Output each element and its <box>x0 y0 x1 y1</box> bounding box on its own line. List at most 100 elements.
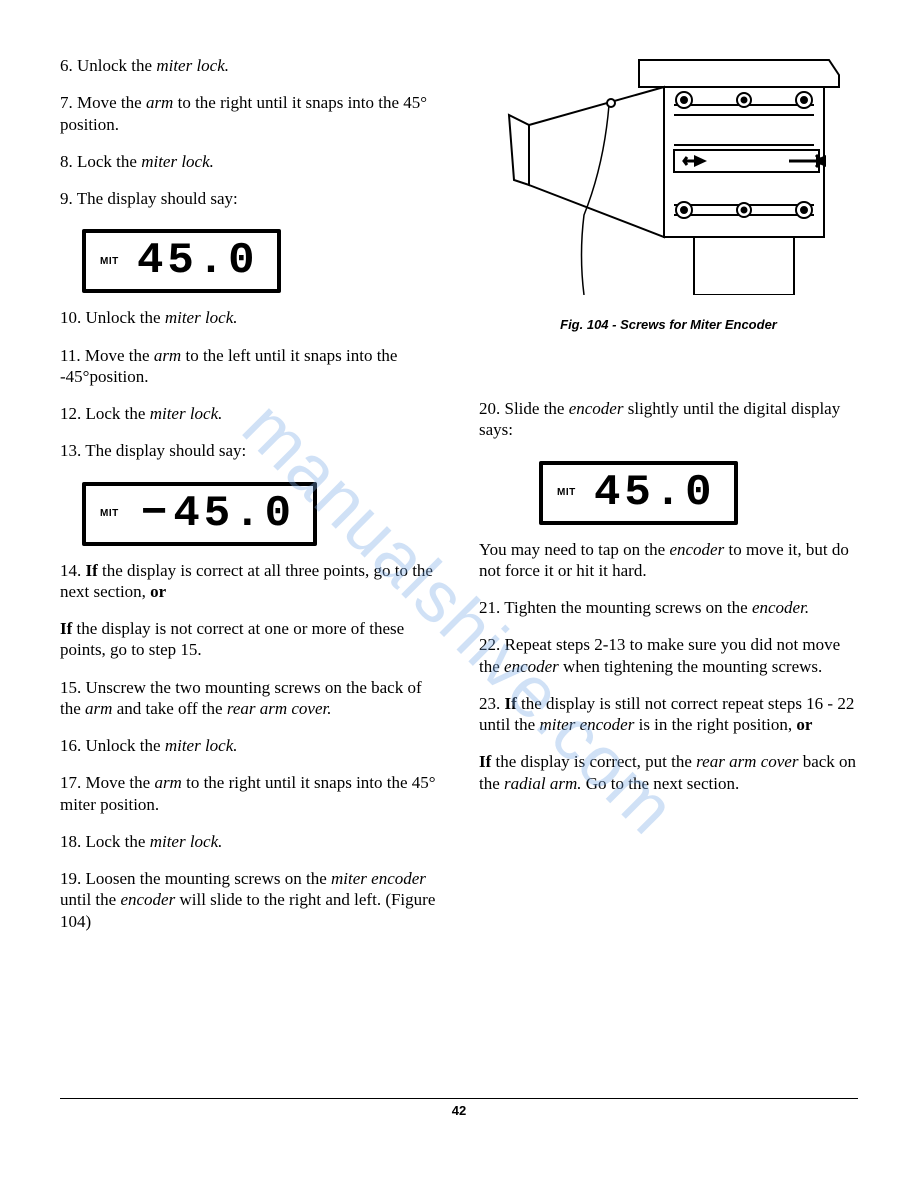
bold: If <box>505 694 517 713</box>
left-column: 6. Unlock the miter lock. 7. Move the ar… <box>60 55 439 948</box>
term: miter lock. <box>165 308 238 327</box>
step-13: 13. The display should say: <box>60 440 439 461</box>
encoder-diagram-icon <box>489 55 849 295</box>
lcd-display-1: MIT 45.0 <box>82 229 281 293</box>
term: arm <box>154 346 181 365</box>
step-number: 16. <box>60 736 86 755</box>
step-number: 9. <box>60 189 77 208</box>
step-17: 17. Move the arm to the right until it s… <box>60 772 439 815</box>
text: Move the <box>77 93 146 112</box>
text: You may need to tap on the <box>479 540 669 559</box>
step-number: 20. <box>479 399 505 418</box>
text: Slide the <box>505 399 569 418</box>
text: Lock the <box>77 152 141 171</box>
step-21: 21. Tighten the mounting screws on the e… <box>479 597 858 618</box>
text: Go to the next section. <box>582 774 740 793</box>
text: until the <box>60 890 120 909</box>
step-number: 15. <box>60 678 86 697</box>
step-8: 8. Lock the miter lock. <box>60 151 439 172</box>
bold: If <box>60 619 72 638</box>
term: miter lock. <box>150 832 223 851</box>
step-10: 10. Unlock the miter lock. <box>60 307 439 328</box>
term: miter lock. <box>156 56 229 75</box>
step-20-note: You may need to tap on the encoder to mo… <box>479 539 858 582</box>
term: miter lock. <box>165 736 238 755</box>
step-number: 22. <box>479 635 505 654</box>
bold: If <box>479 752 491 771</box>
step-number: 10. <box>60 308 86 327</box>
step-number: 13. <box>60 441 85 460</box>
text: Unlock the <box>86 308 165 327</box>
term: miter lock. <box>141 152 214 171</box>
term: arm <box>154 773 181 792</box>
text: and take off the <box>112 699 226 718</box>
lcd-value: 45.0 <box>137 239 259 283</box>
text: Tighten the mounting screws on the <box>504 598 752 617</box>
lcd-label: MIT <box>100 256 119 267</box>
step-number: 23. <box>479 694 505 713</box>
step-number: 7. <box>60 93 77 112</box>
step-number: 19. <box>60 869 86 888</box>
term: miter encoder <box>331 869 426 888</box>
step-7: 7. Move the arm to the right until it sn… <box>60 92 439 135</box>
text: Move the <box>86 773 155 792</box>
text: Unlock the <box>86 736 165 755</box>
bold: or <box>796 715 812 734</box>
term: rear arm cover. <box>227 699 332 718</box>
text: The display should say: <box>85 441 246 460</box>
term: encoder. <box>752 598 809 617</box>
term: radial arm. <box>504 774 581 793</box>
step-11: 11. Move the arm to the left until it sn… <box>60 345 439 388</box>
term: encoder <box>504 657 559 676</box>
text: The display should say: <box>77 189 238 208</box>
step-14a: 14. If the display is correct at all thr… <box>60 560 439 603</box>
step-number: 12. <box>60 404 86 423</box>
figure-104: Fig. 104 - Screws for Miter Encoder <box>479 55 858 332</box>
figure-caption: Fig. 104 - Screws for Miter Encoder <box>479 317 858 332</box>
step-number: 18. <box>60 832 86 851</box>
lcd-label: MIT <box>557 487 576 498</box>
spacer <box>479 348 858 398</box>
two-column-layout: 6. Unlock the miter lock. 7. Move the ar… <box>60 55 858 948</box>
step-number: 14. <box>60 561 86 580</box>
step-number: 8. <box>60 152 77 171</box>
step-23b: If the display is correct, put the rear … <box>479 751 858 794</box>
text: the display is not correct at one or mor… <box>60 619 404 659</box>
lcd-display-3: MIT 45.0 <box>539 461 738 525</box>
step-18: 18. Lock the miter lock. <box>60 831 439 852</box>
step-15: 15. Unscrew the two mounting screws on t… <box>60 677 439 720</box>
text: Loosen the mounting screws on the <box>86 869 332 888</box>
text: Lock the <box>86 404 150 423</box>
term: miter encoder <box>539 715 634 734</box>
text: Unlock the <box>77 56 156 75</box>
page: manualshive.com 6. Unlock the miter lock… <box>0 0 918 1188</box>
bold: or <box>150 582 166 601</box>
term: encoder <box>669 540 724 559</box>
step-number: 6. <box>60 56 77 75</box>
lcd-value: −45.0 <box>137 492 295 536</box>
step-19: 19. Loosen the mounting screws on the mi… <box>60 868 439 932</box>
step-12: 12. Lock the miter lock. <box>60 403 439 424</box>
term: encoder <box>569 399 624 418</box>
page-number: 42 <box>452 1103 466 1118</box>
term: encoder <box>120 890 175 909</box>
text: Move the <box>85 346 154 365</box>
text: when tightening the mounting screws. <box>559 657 822 676</box>
right-column: Fig. 104 - Screws for Miter Encoder 20. … <box>479 55 858 948</box>
step-20: 20. Slide the encoder slightly until the… <box>479 398 858 441</box>
step-6: 6. Unlock the miter lock. <box>60 55 439 76</box>
lcd-label: MIT <box>100 508 119 519</box>
lcd-negative: − <box>141 489 171 539</box>
text: is in the right position, <box>634 715 796 734</box>
step-22: 22. Repeat steps 2-13 to make sure you d… <box>479 634 858 677</box>
term: miter lock. <box>150 404 223 423</box>
term: rear arm cover <box>696 752 798 771</box>
lcd-digits: 45.0 <box>173 489 295 539</box>
term: arm <box>146 93 173 112</box>
step-number: 11. <box>60 346 85 365</box>
step-number: 17. <box>60 773 86 792</box>
step-9: 9. The display should say: <box>60 188 439 209</box>
term: arm <box>85 699 112 718</box>
bold: If <box>86 561 98 580</box>
lcd-value: 45.0 <box>594 471 716 515</box>
